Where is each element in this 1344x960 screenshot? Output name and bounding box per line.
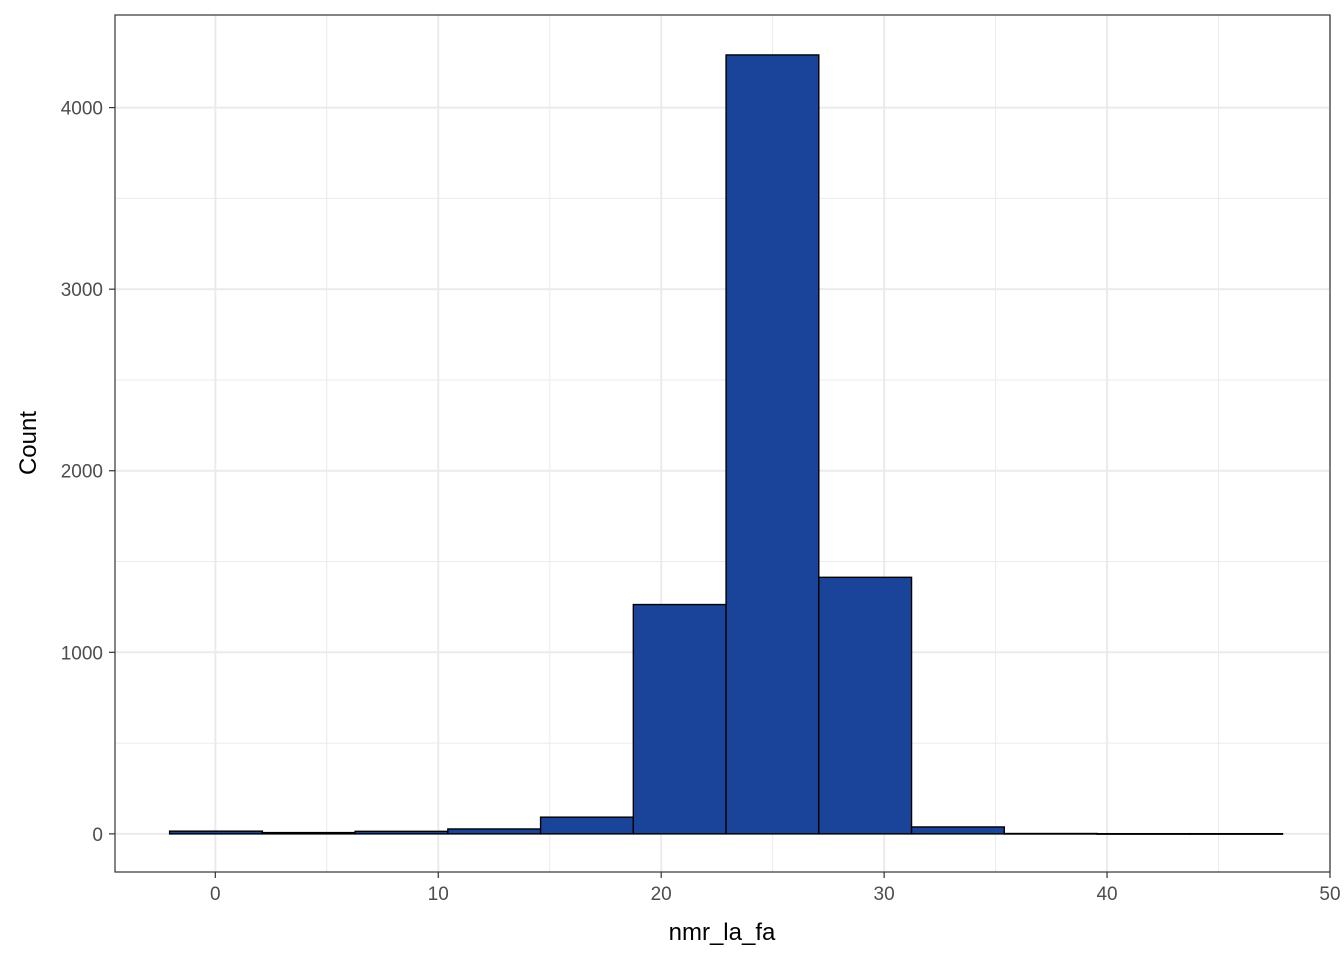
y-tick-label: 2000	[61, 462, 103, 483]
histogram-bar	[447, 828, 542, 835]
y-tick-label: 3000	[61, 280, 103, 301]
histogram-bar	[818, 576, 913, 835]
x-axis-title: nmr_la_fa	[669, 919, 776, 946]
y-tick-label: 1000	[61, 643, 103, 664]
histogram-bar	[168, 830, 264, 835]
histogram-bars	[168, 54, 1284, 835]
histogram-bar	[1189, 832, 1284, 835]
histogram-bar	[725, 54, 820, 835]
x-tick-label: 0	[210, 884, 221, 905]
x-tick-label: 30	[874, 884, 895, 905]
histogram-bar	[354, 830, 449, 835]
y-axis: 0 1000 2000 3000 4000	[61, 99, 115, 846]
y-tick-label: 0	[92, 825, 103, 846]
y-axis-title: Count	[15, 411, 42, 475]
x-tick-label: 50	[1319, 884, 1340, 905]
histogram-bar	[910, 826, 1005, 835]
x-tick-label: 20	[651, 884, 672, 905]
histogram-bar	[632, 603, 727, 835]
x-tick-label: 10	[428, 884, 449, 905]
x-tick-label: 40	[1096, 884, 1117, 905]
plot-panel-border	[114, 14, 1331, 873]
x-axis: 0 10 20 30 40 50	[210, 872, 1341, 905]
histogram-bar	[1096, 832, 1191, 835]
y-tick-label: 4000	[61, 99, 103, 120]
histogram-bar	[261, 831, 356, 835]
histogram-bar	[539, 816, 635, 835]
histogram-bar	[1003, 832, 1098, 835]
